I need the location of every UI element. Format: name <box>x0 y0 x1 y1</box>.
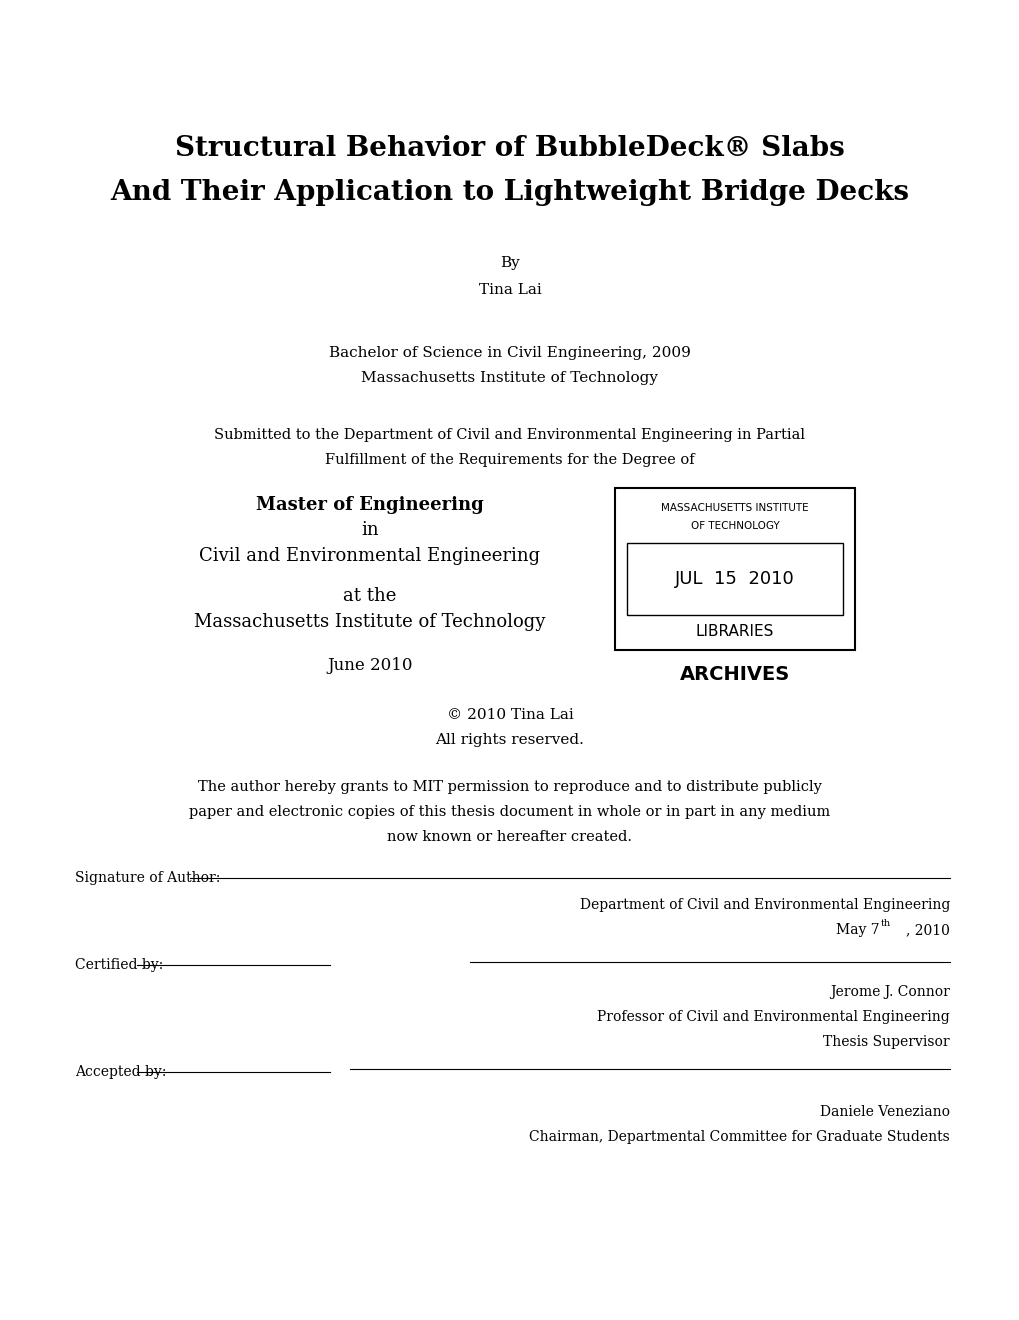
Text: OF TECHNOLOGY: OF TECHNOLOGY <box>690 521 779 531</box>
Text: now known or hereafter created.: now known or hereafter created. <box>387 830 632 843</box>
Text: And Their Application to Lightweight Bridge Decks: And Their Application to Lightweight Bri… <box>110 178 909 206</box>
Text: All rights reserved.: All rights reserved. <box>435 733 584 747</box>
Text: th: th <box>880 920 891 928</box>
Text: Tina Lai: Tina Lai <box>478 282 541 297</box>
Text: The author hereby grants to MIT permission to reproduce and to distribute public: The author hereby grants to MIT permissi… <box>198 780 821 795</box>
Text: LIBRARIES: LIBRARIES <box>695 624 773 639</box>
Text: JUL  15  2010: JUL 15 2010 <box>675 570 794 587</box>
Bar <box>627 543 842 615</box>
Text: By: By <box>499 256 520 271</box>
Text: MASSACHUSETTS INSTITUTE: MASSACHUSETTS INSTITUTE <box>660 503 808 513</box>
Text: Accepted by:: Accepted by: <box>75 1065 166 1078</box>
Text: May 7: May 7 <box>836 923 879 937</box>
Text: in: in <box>361 521 378 539</box>
Text: Daniele Veneziano: Daniele Veneziano <box>819 1105 949 1119</box>
Text: Professor of Civil and Environmental Engineering: Professor of Civil and Environmental Eng… <box>597 1010 949 1024</box>
Text: , 2010: , 2010 <box>905 923 949 937</box>
Text: Master of Engineering: Master of Engineering <box>256 496 483 513</box>
Text: Thesis Supervisor: Thesis Supervisor <box>822 1035 949 1049</box>
Text: Bachelor of Science in Civil Engineering, 2009: Bachelor of Science in Civil Engineering… <box>329 346 690 360</box>
Bar <box>614 488 854 649</box>
Text: Massachusetts Institute of Technology: Massachusetts Institute of Technology <box>195 612 545 631</box>
Text: Civil and Environmental Engineering: Civil and Environmental Engineering <box>200 546 540 565</box>
Text: Massachusetts Institute of Technology: Massachusetts Institute of Technology <box>361 371 658 385</box>
Text: Structural Behavior of BubbleDeck® Slabs: Structural Behavior of BubbleDeck® Slabs <box>175 135 844 161</box>
Text: © 2010 Tina Lai: © 2010 Tina Lai <box>446 708 573 722</box>
Text: Jerome J. Connor: Jerome J. Connor <box>829 985 949 999</box>
Text: at the: at the <box>343 587 396 605</box>
Text: Fulfillment of the Requirements for the Degree of: Fulfillment of the Requirements for the … <box>325 453 694 467</box>
Text: Signature of Author:: Signature of Author: <box>75 871 220 884</box>
Text: Chairman, Departmental Committee for Graduate Students: Chairman, Departmental Committee for Gra… <box>529 1130 949 1144</box>
Text: June 2010: June 2010 <box>327 656 413 673</box>
Text: Submitted to the Department of Civil and Environmental Engineering in Partial: Submitted to the Department of Civil and… <box>214 428 805 442</box>
Text: paper and electronic copies of this thesis document in whole or in part in any m: paper and electronic copies of this thes… <box>190 805 829 818</box>
Text: Department of Civil and Environmental Engineering: Department of Civil and Environmental En… <box>579 898 949 912</box>
Text: ARCHIVES: ARCHIVES <box>680 665 790 685</box>
Text: Certified by:: Certified by: <box>75 958 163 972</box>
